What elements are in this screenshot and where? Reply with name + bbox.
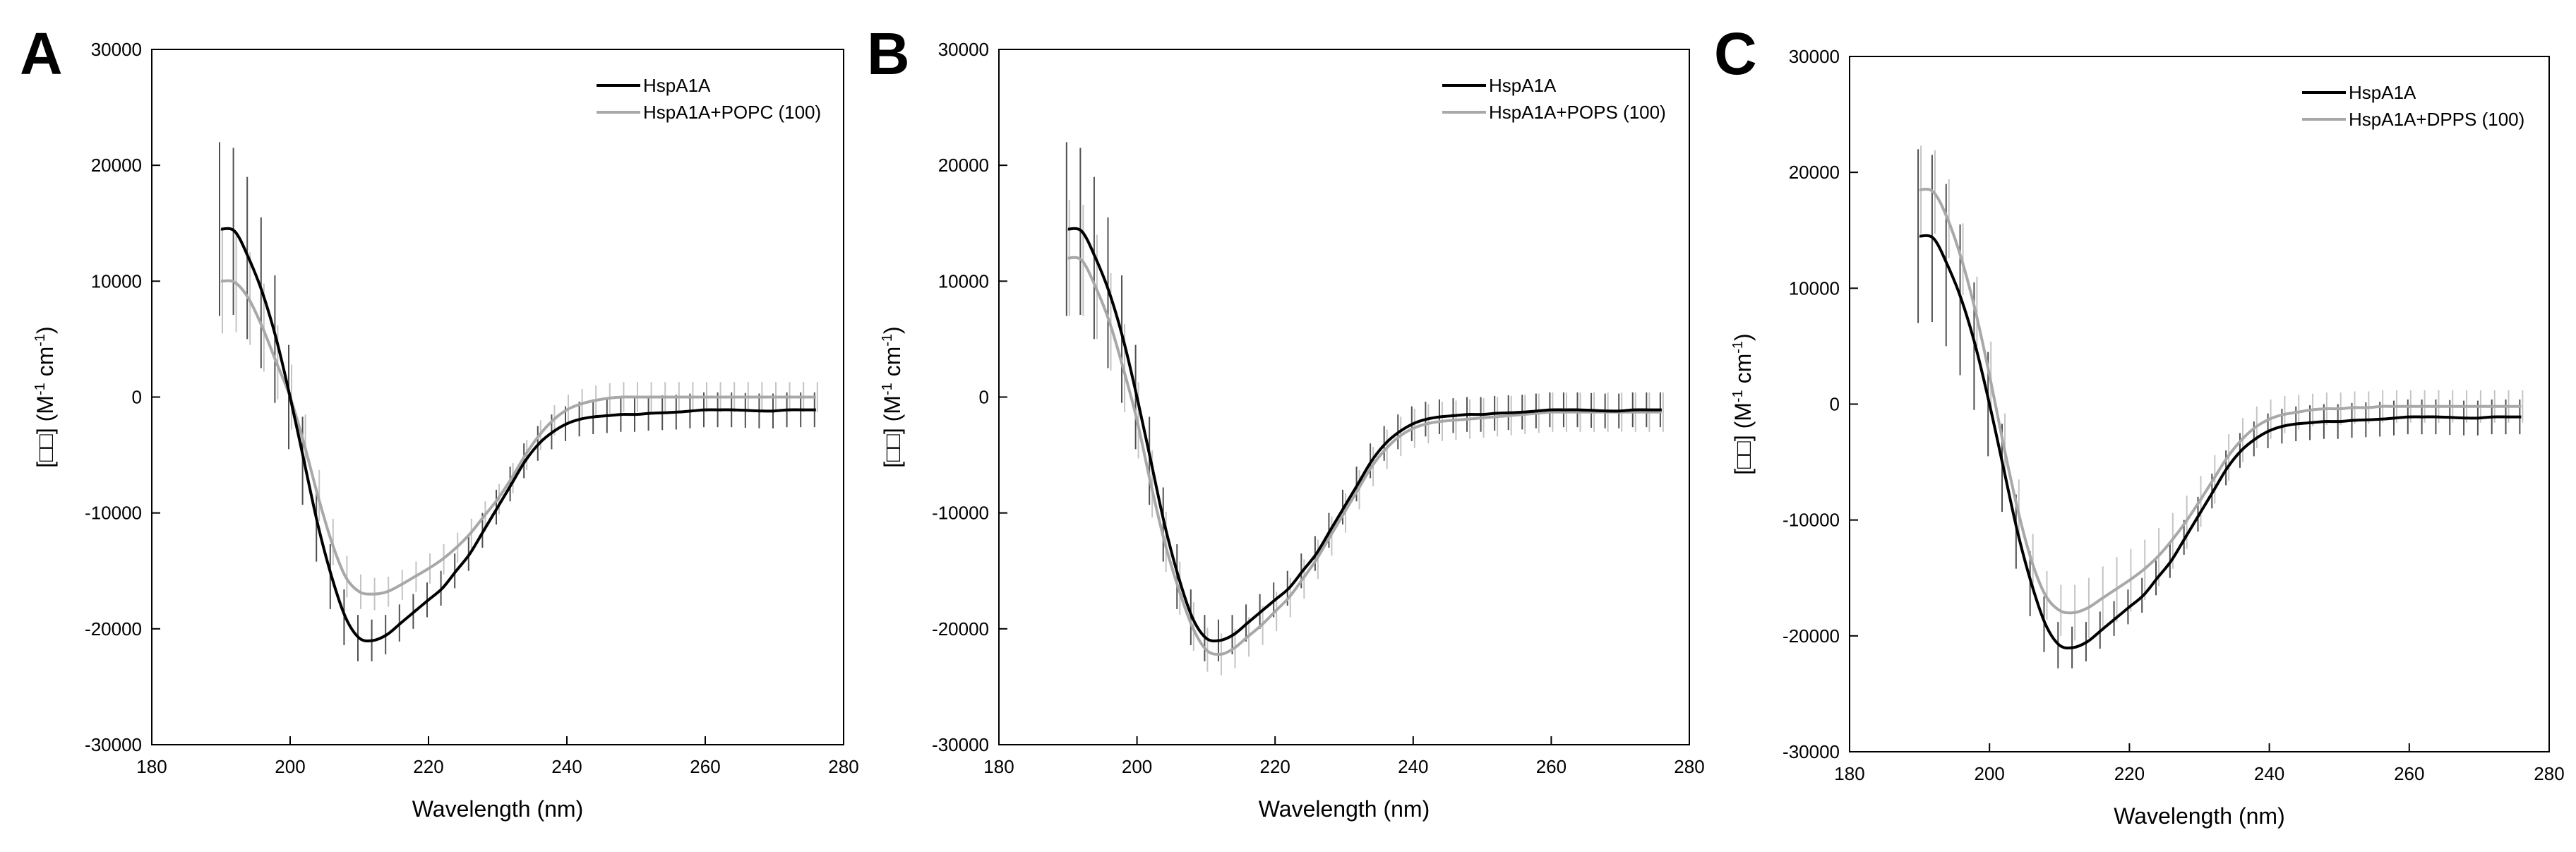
y-tick-label: -30000 <box>932 734 989 755</box>
y-axis-tick-labels: -30000 -20000 -10000 0 10000 20000 30000 <box>932 39 989 755</box>
y-tick-label: 0 <box>1830 394 1840 415</box>
y-label-prefix: [□□] (M <box>1730 402 1756 475</box>
panel-letter: B <box>867 20 910 87</box>
x-axis-tick-labels: 180 200 220 240 260 280 <box>136 756 858 777</box>
x-tick-label: 220 <box>413 756 443 777</box>
x-tick-label: 240 <box>551 756 582 777</box>
x-tick-label: 280 <box>1674 756 1704 777</box>
y-label-prefix: [□□] (M <box>880 395 905 468</box>
x-tick-label: 220 <box>1260 756 1290 777</box>
x-axis-label: Wavelength (nm) <box>2114 803 2284 829</box>
y-label-unit: cm <box>1730 354 1756 390</box>
x-tick-label: 260 <box>1536 756 1566 777</box>
series-line-1 <box>1919 234 2522 650</box>
legend-label-series-2: HspA1A+DPPS (100) <box>2349 109 2524 130</box>
y-tick-label: 0 <box>979 387 989 408</box>
y-label-superscript: -1 <box>32 383 48 395</box>
y-tick-label: 10000 <box>1789 277 1840 299</box>
legend-label-series-2: HspA1A+POPS (100) <box>1489 102 1666 123</box>
y-tick-label: -20000 <box>1783 625 1840 647</box>
axis-ticks <box>998 49 1690 745</box>
plot-area-frame <box>1849 56 2550 752</box>
x-tick-label: 200 <box>1122 756 1152 777</box>
y-axis-label: [□□] (M-1 cm-1) <box>880 326 905 467</box>
y-tick-label: 10000 <box>91 270 142 292</box>
y-axis-label: [□□] (M-1 cm-1) <box>32 326 58 467</box>
x-axis-label: Wavelength (nm) <box>1259 796 1430 822</box>
x-tick-label: 260 <box>2394 763 2424 784</box>
x-axis-label: Wavelength (nm) <box>412 796 583 822</box>
legend: HspA1A HspA1A+POPS (100) <box>1442 75 1666 123</box>
panel-letter: A <box>20 20 63 87</box>
x-tick-label: 200 <box>275 756 305 777</box>
y-label-superscript: -1 <box>32 334 48 347</box>
axis-ticks <box>151 49 844 745</box>
x-axis-tick-labels: 180 200 220 240 260 280 <box>1834 763 2564 784</box>
plot-area-frame <box>998 49 1690 745</box>
legend: HspA1A HspA1A+DPPS (100) <box>2302 82 2524 130</box>
error-bars <box>219 142 818 661</box>
legend-label-series-2: HspA1A+POPC (100) <box>643 102 821 123</box>
axis-ticks <box>1849 56 2550 752</box>
x-tick-label: 280 <box>828 756 858 777</box>
y-tick-label: 20000 <box>91 155 142 176</box>
y-axis-tick-labels: -30000 -20000 -10000 0 10000 20000 30000 <box>1783 46 1840 762</box>
y-tick-label: 30000 <box>938 39 989 60</box>
y-tick-label: 30000 <box>1789 46 1840 67</box>
series-line-2 <box>1067 256 1662 656</box>
y-label-prefix: [□□] (M <box>32 395 58 468</box>
y-label-unit: cm <box>880 347 905 383</box>
y-label-superscript: -1 <box>880 383 895 395</box>
y-tick-label: 10000 <box>938 270 989 292</box>
y-tick-label: -30000 <box>85 734 142 755</box>
legend-label-series-1: HspA1A <box>2349 82 2416 103</box>
legend-label-series-1: HspA1A <box>643 75 711 96</box>
series-line-1 <box>1067 227 1662 643</box>
x-tick-label: 180 <box>1834 763 1864 784</box>
y-tick-label: 20000 <box>1789 162 1840 183</box>
y-label-suffix: ) <box>32 326 58 334</box>
x-tick-label: 280 <box>2534 763 2564 784</box>
legend: HspA1A HspA1A+POPC (100) <box>597 75 821 123</box>
x-tick-label: 200 <box>1975 763 2005 784</box>
y-tick-label: -20000 <box>932 618 989 640</box>
series-line-2 <box>220 279 816 596</box>
legend-label-series-1: HspA1A <box>1489 75 1557 96</box>
panel-letter: C <box>1714 20 1757 87</box>
y-axis-label: [□□] (M-1 cm-1) <box>1730 333 1756 474</box>
x-tick-label: 180 <box>136 756 167 777</box>
panel-a: A -30000 -20000 -10000 0 10000 20000 300… <box>20 20 859 822</box>
y-tick-label: -10000 <box>932 503 989 524</box>
panel-c: C -30000 -20000 -10000 0 10000 20000 300… <box>1714 20 2565 829</box>
series-line-2 <box>1919 188 2522 615</box>
x-tick-label: 240 <box>1398 756 1428 777</box>
y-tick-label: 30000 <box>91 39 142 60</box>
x-tick-label: 260 <box>690 756 720 777</box>
y-tick-label: -10000 <box>85 503 142 524</box>
y-tick-label: 0 <box>132 387 142 408</box>
y-tick-label: -20000 <box>85 618 142 640</box>
series-curves <box>1919 188 2522 650</box>
series-curves <box>1067 227 1662 656</box>
panel-b: B -30000 -20000 -10000 0 10000 20000 300… <box>867 20 1705 822</box>
y-label-unit: cm <box>32 347 58 383</box>
y-tick-label: 20000 <box>938 155 989 176</box>
x-tick-label: 220 <box>2114 763 2145 784</box>
y-label-suffix: ) <box>880 326 905 334</box>
y-tick-label: -30000 <box>1783 741 1840 762</box>
series-line-1 <box>220 227 816 643</box>
y-label-superscript: -1 <box>1730 341 1746 354</box>
y-axis-tick-labels: -30000 -20000 -10000 0 10000 20000 30000 <box>85 39 142 755</box>
x-tick-label: 180 <box>983 756 1014 777</box>
y-label-superscript: -1 <box>880 334 895 347</box>
x-axis-tick-labels: 180 200 220 240 260 280 <box>983 756 1704 777</box>
y-label-suffix: ) <box>1730 333 1756 341</box>
series-curves <box>220 227 816 643</box>
y-tick-label: -10000 <box>1783 510 1840 531</box>
x-tick-label: 240 <box>2254 763 2284 784</box>
y-label-superscript: -1 <box>1730 390 1746 402</box>
